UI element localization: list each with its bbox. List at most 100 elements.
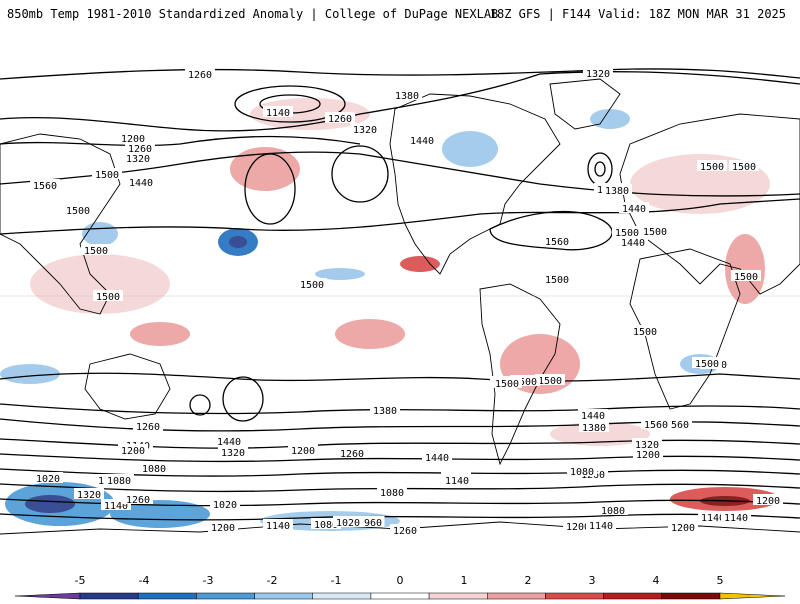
contour-label-bg: [692, 357, 722, 368]
contour-label: 1260: [128, 144, 152, 155]
contour-label-bg: [93, 290, 123, 301]
colorbar-tick-label: -1: [331, 574, 342, 587]
contour-label: 1260: [188, 70, 212, 81]
colorbar-svg: -5 -4 -3 -2 -1 0 1 2 3 4 5: [14, 574, 786, 600]
contour-label-bg: [721, 511, 751, 522]
contour-label: 1080: [570, 467, 594, 478]
contour-label: 1500: [84, 246, 108, 257]
colorbar-tick-label: 1: [461, 574, 468, 587]
contour-1500-mid: [0, 198, 800, 235]
contour-label-bg: [101, 499, 131, 510]
contour-label: 1020: [336, 518, 360, 529]
contour-label-bg: [311, 518, 341, 529]
header: 850mb Temp 1981-2010 Standardized Anomal…: [0, 0, 800, 34]
colorbar-max-extension: [719, 592, 786, 600]
contour-label: 1200: [636, 450, 660, 461]
cold-anomaly: [25, 495, 75, 513]
contour-label-bg: [598, 504, 628, 515]
contour-label: 1140: [701, 513, 725, 524]
low-contour-pac2: [331, 145, 389, 203]
greenland-outline: [549, 78, 621, 130]
contour-label-bg: [542, 235, 572, 246]
colorbar-tick-label: 4: [653, 574, 660, 587]
colorbar-segment: [603, 592, 663, 600]
contour-label: 1500: [545, 275, 569, 286]
contour-label: 1500: [643, 227, 667, 238]
contour-label-bg: [612, 226, 642, 237]
contour-label: 1320: [126, 154, 150, 165]
colorbar-tick-label: 0: [397, 574, 404, 587]
contour-label: 1260: [126, 495, 150, 506]
cold-anomaly: [229, 236, 247, 248]
contour-1140-south: [0, 483, 800, 493]
contour-label-bg: [92, 168, 122, 179]
colorbar-segment: [661, 592, 721, 600]
contour-label-bg: [630, 325, 660, 336]
contour-label: 1440: [621, 238, 645, 249]
contour-label-bg: [123, 493, 153, 504]
colorbar-segment: [428, 592, 488, 600]
contour-1260-north: [0, 68, 800, 80]
contour-label-bg: [392, 89, 422, 100]
contour-label: 1260: [328, 114, 352, 125]
colorbar-segment: [254, 592, 313, 600]
contour-label: 1440: [622, 204, 646, 215]
contour-label-bg: [632, 438, 662, 449]
colorbar-segment: [79, 592, 139, 600]
eurasia-outline: [619, 113, 800, 295]
contour-label-bg: [30, 179, 60, 190]
contour-label-bg: [641, 418, 671, 429]
colorbar-tick-label: 2: [525, 574, 532, 587]
contour-label: 1140: [445, 476, 469, 487]
low-contour-sp2: [189, 394, 211, 416]
contour-label-bg: [118, 444, 148, 455]
contour-1200-south: [0, 468, 800, 477]
contour-label: 1200: [756, 496, 780, 507]
contour-label-bg: [208, 521, 238, 532]
contour-label: 1380: [582, 423, 606, 434]
contour-label-bg: [126, 176, 156, 187]
colorbar-segment: [312, 592, 372, 600]
contour-label: 1500: [66, 206, 90, 217]
contour-label-bg: [297, 278, 327, 289]
contour-label: 1020: [36, 474, 60, 485]
contour-label: 1500: [513, 377, 537, 388]
contour-label: 1320: [353, 125, 377, 136]
contour-label-bg: [753, 494, 783, 505]
contour-label-bg: [697, 160, 727, 171]
low-contour-sp: [222, 376, 264, 422]
contour-label-bg: [263, 519, 293, 530]
contour-label: 1080: [142, 464, 166, 475]
contour-label: 1200: [211, 523, 235, 534]
colorbar-tick-label: -4: [139, 574, 150, 587]
contour-1380-south: [0, 403, 800, 415]
colorbar-segment: [487, 592, 546, 600]
contour-label-bg: [662, 418, 692, 429]
contour-label: 1500: [695, 359, 719, 370]
contour-label-bg: [602, 184, 632, 195]
contour-label: 1260: [393, 526, 417, 537]
contour-label-bg: [407, 134, 437, 145]
contour-label: 1080: [380, 488, 404, 499]
cold-anomaly: [442, 131, 498, 167]
contour-label-bg: [535, 374, 565, 385]
contour-label-bg: [218, 446, 248, 457]
contour-label-bg: [288, 444, 318, 455]
contour-label-bg: [350, 123, 380, 134]
contour-label-bg: [377, 486, 407, 497]
model-run-info: 18Z GFS | F144 Valid: 18Z MON MAR 31 202…: [489, 7, 786, 21]
contour-1500-south: [0, 372, 800, 382]
colorbar-tick-label: -3: [203, 574, 214, 587]
contour-label: 1440: [410, 136, 434, 147]
contour-label-bg: [492, 377, 522, 388]
contour-label: 1140: [104, 501, 128, 512]
contour-label-bg: [63, 204, 93, 215]
contour-1440-pac: [0, 151, 800, 197]
contour-label: 1500: [495, 379, 519, 390]
contour-label: 960: [364, 518, 382, 529]
contour-label: 1260: [136, 422, 160, 433]
contour-label: 1380: [373, 406, 397, 417]
contour-label-bg: [74, 488, 104, 499]
contour-label-bg: [370, 404, 400, 415]
contour-label-bg: [633, 448, 663, 459]
